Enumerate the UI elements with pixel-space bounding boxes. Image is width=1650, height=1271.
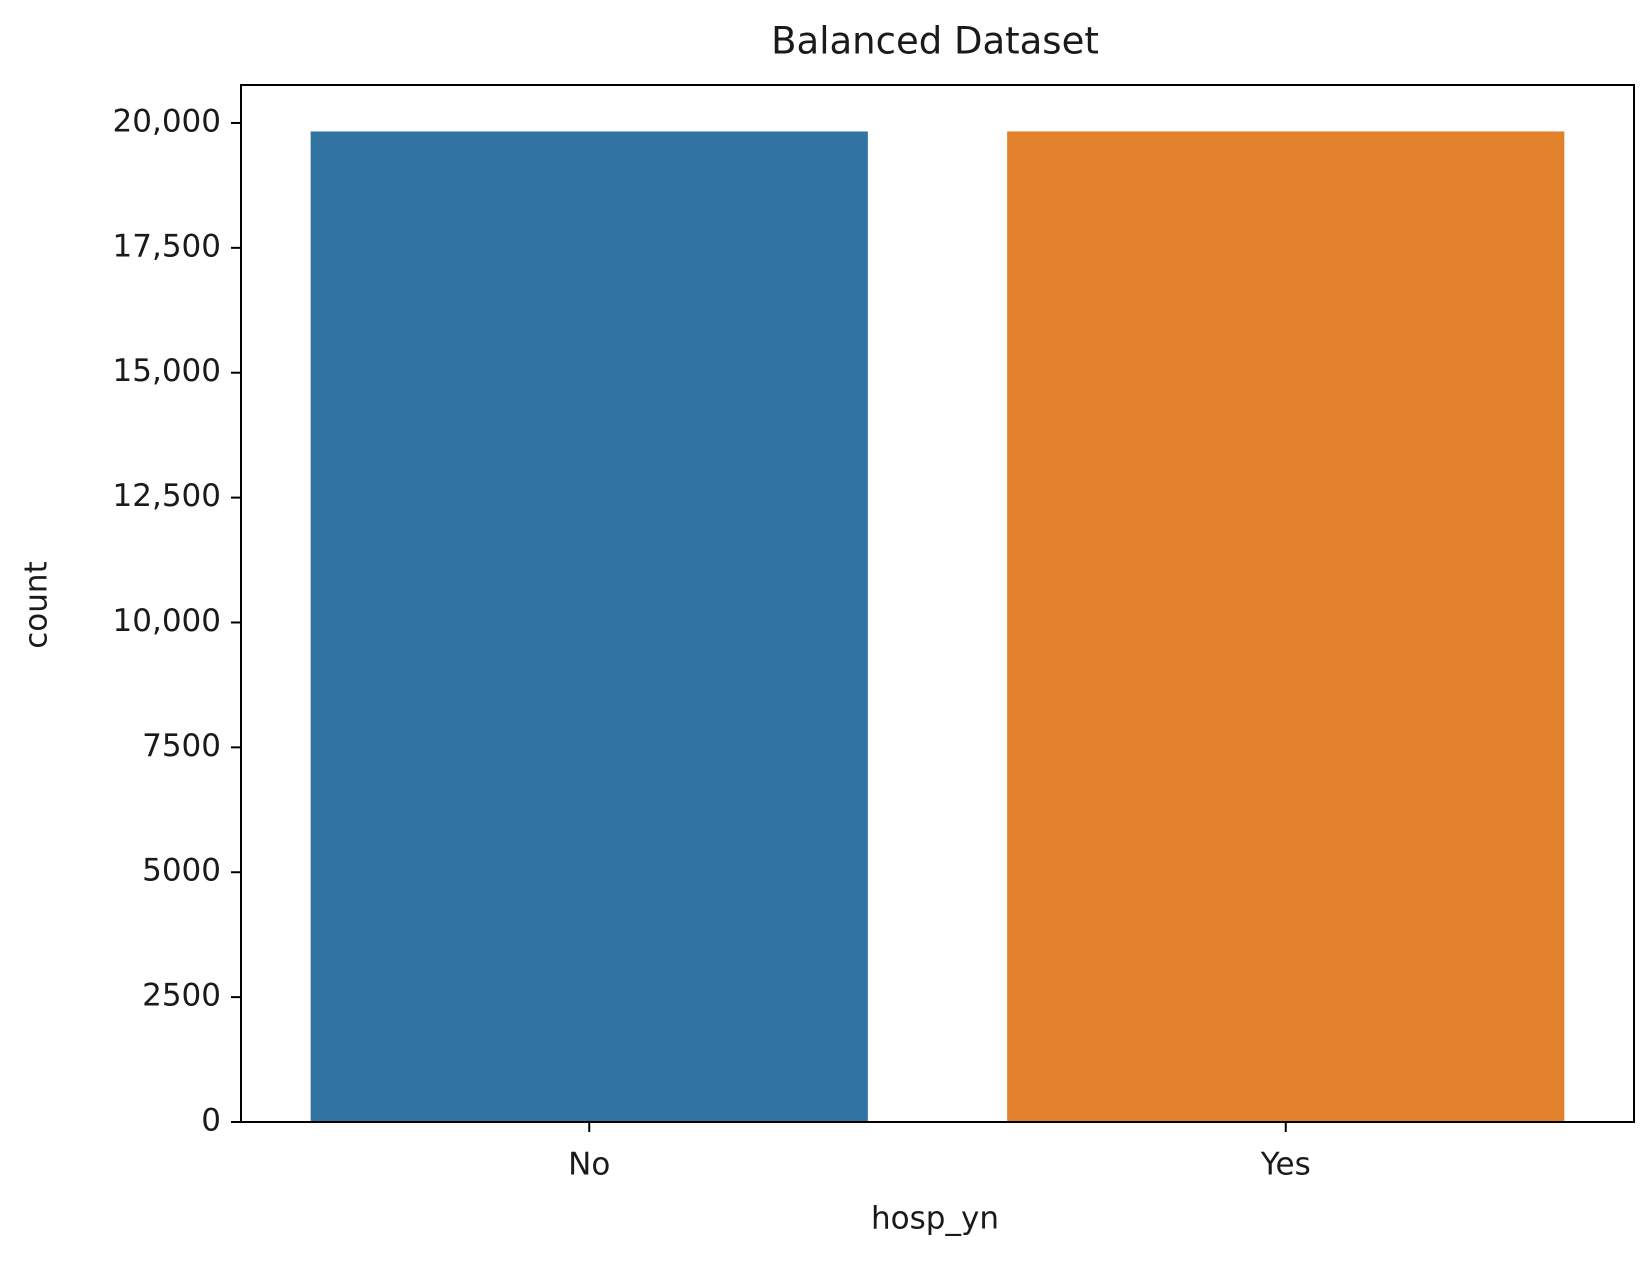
chart-title: Balanced Dataset <box>771 20 1099 63</box>
y-tick-label: 5000 <box>142 853 221 889</box>
bar <box>1007 131 1565 1122</box>
y-axis-label: count <box>19 561 55 648</box>
y-tick-label: 7500 <box>142 728 221 764</box>
y-tick-label: 2500 <box>142 978 221 1014</box>
y-tick-label: 20,000 <box>113 103 221 139</box>
x-tick-label: Yes <box>1260 1147 1311 1183</box>
bar <box>310 131 868 1122</box>
plot-frame <box>240 84 1635 1123</box>
y-tick-label: 15,000 <box>113 353 221 389</box>
y-tick-label: 0 <box>201 1103 221 1139</box>
x-tick-label: No <box>568 1147 610 1183</box>
y-tick-label: 17,500 <box>113 228 221 264</box>
y-tick-label: 10,000 <box>113 603 221 639</box>
y-tick-label: 12,500 <box>113 478 221 514</box>
x-axis-label: hosp_yn <box>871 1201 999 1237</box>
